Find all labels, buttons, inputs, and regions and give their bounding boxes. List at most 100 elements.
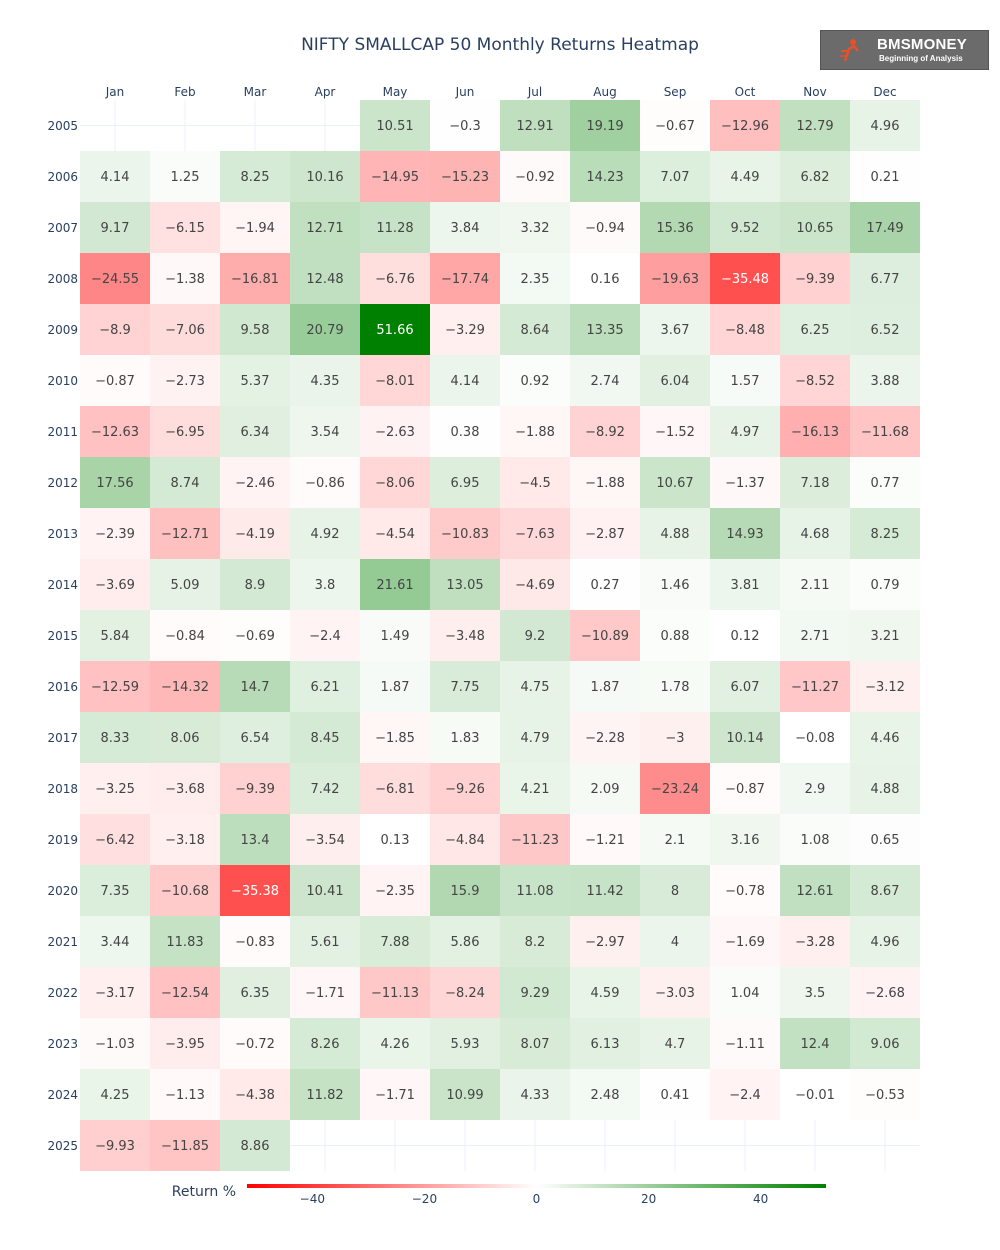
y-tick-label: 2005 [47, 119, 78, 133]
heatmap-cell [220, 304, 290, 355]
heatmap-cell [360, 100, 430, 151]
heatmap-cell [850, 559, 920, 610]
heatmap-cell [290, 763, 360, 814]
cell-label: 1.08 [801, 833, 830, 848]
heatmap-cell [150, 355, 220, 406]
cell-label: −3.28 [795, 935, 835, 950]
cell-label: −2.73 [165, 374, 205, 389]
cell-label: 6.35 [241, 986, 270, 1001]
cell-label: −7.63 [515, 527, 555, 542]
cell-label: 4.97 [731, 425, 760, 440]
heatmap-cell [360, 967, 430, 1018]
heatmap-cell [570, 865, 640, 916]
cell-label: −0.08 [795, 731, 835, 746]
cell-label: −8.48 [725, 323, 765, 338]
heatmap-cell [220, 865, 290, 916]
heatmap-cell [360, 508, 430, 559]
heatmap-cell [430, 202, 500, 253]
heatmap-cell [80, 916, 150, 967]
heatmap-cell [290, 355, 360, 406]
cell-label: −12.96 [721, 119, 769, 134]
cell-label: 8.9 [245, 578, 266, 593]
cell-label: −8.01 [375, 374, 415, 389]
heatmap-cell [500, 1069, 570, 1120]
cell-label: 8.64 [521, 323, 550, 338]
heatmap-cell [640, 814, 710, 865]
heatmap-cell [640, 406, 710, 457]
heatmap-cell [150, 202, 220, 253]
y-tick-label: 2009 [47, 323, 78, 337]
heatmap-cell [80, 1069, 150, 1120]
heatmap-cell [850, 661, 920, 712]
cell-label: −3.18 [165, 833, 205, 848]
heatmap-cell [500, 151, 570, 202]
heatmap-cell [290, 151, 360, 202]
cell-label: 6.13 [591, 1037, 620, 1052]
cell-label: −8.24 [445, 986, 485, 1001]
cell-label: 5.09 [171, 578, 200, 593]
heatmap-cell [220, 916, 290, 967]
heatmap-cell [500, 916, 570, 967]
heatmap-cell [500, 253, 570, 304]
heatmap-cell [570, 355, 640, 406]
heatmap-cell [220, 457, 290, 508]
heatmap-cell [150, 304, 220, 355]
heatmap-cell [570, 610, 640, 661]
heatmap-cell [80, 967, 150, 1018]
heatmap-cell [850, 457, 920, 508]
heatmap-cell [80, 253, 150, 304]
cell-label: 2.48 [591, 1088, 620, 1103]
heatmap-cell [500, 967, 570, 1018]
cell-label: 4.25 [101, 1088, 130, 1103]
heatmap-cell [710, 661, 780, 712]
heatmap-cell [780, 916, 850, 967]
heatmap-cell [640, 202, 710, 253]
cell-label: 4.33 [521, 1088, 550, 1103]
cell-label: −8.92 [585, 425, 625, 440]
cell-label: 10.99 [446, 1088, 483, 1103]
heatmap-cell [150, 916, 220, 967]
heatmap-cell [80, 1120, 150, 1171]
heatmap-cell [430, 610, 500, 661]
heatmap-cell [290, 457, 360, 508]
heatmap-cell [710, 814, 780, 865]
cell-label: −3.69 [95, 578, 135, 593]
cell-label: −1.71 [375, 1088, 415, 1103]
heatmap-cell [710, 763, 780, 814]
cell-label: −0.83 [235, 935, 275, 950]
heatmap-cell [710, 253, 780, 304]
cell-label: 12.61 [796, 884, 833, 899]
heatmap-cell [500, 100, 570, 151]
cell-label: 4.92 [311, 527, 340, 542]
cell-label: 0.21 [871, 170, 900, 185]
heatmap-cell [640, 100, 710, 151]
y-tick-label: 2012 [47, 476, 78, 490]
cell-label: −8.06 [375, 476, 415, 491]
cell-label: 4.35 [311, 374, 340, 389]
cell-label: 4.75 [521, 680, 550, 695]
heatmap-cell [150, 814, 220, 865]
cell-label: 11.08 [516, 884, 553, 899]
heatmap-cell [150, 967, 220, 1018]
heatmap-cell [80, 406, 150, 457]
y-tick-label: 2015 [47, 629, 78, 643]
cell-label: −2.97 [585, 935, 625, 950]
heatmap-cell [220, 814, 290, 865]
cell-label: 5.93 [451, 1037, 480, 1052]
cell-label: 2.74 [591, 374, 620, 389]
x-tick-label: Oct [735, 85, 756, 99]
cell-label: 4.21 [521, 782, 550, 797]
heatmap-cell [640, 457, 710, 508]
cell-label: −0.69 [235, 629, 275, 644]
heatmap-cell [290, 202, 360, 253]
cell-label: −2.63 [375, 425, 415, 440]
x-tick-label: Sep [664, 85, 687, 99]
cell-label: −10.83 [441, 527, 489, 542]
cell-label: −3.68 [165, 782, 205, 797]
heatmap-cell [430, 1069, 500, 1120]
cell-label: −19.63 [651, 272, 699, 287]
cell-label: −2.68 [865, 986, 905, 1001]
heatmap-cell [150, 1018, 220, 1069]
cell-label: 9.2 [525, 629, 546, 644]
cell-label: 4 [671, 935, 679, 950]
